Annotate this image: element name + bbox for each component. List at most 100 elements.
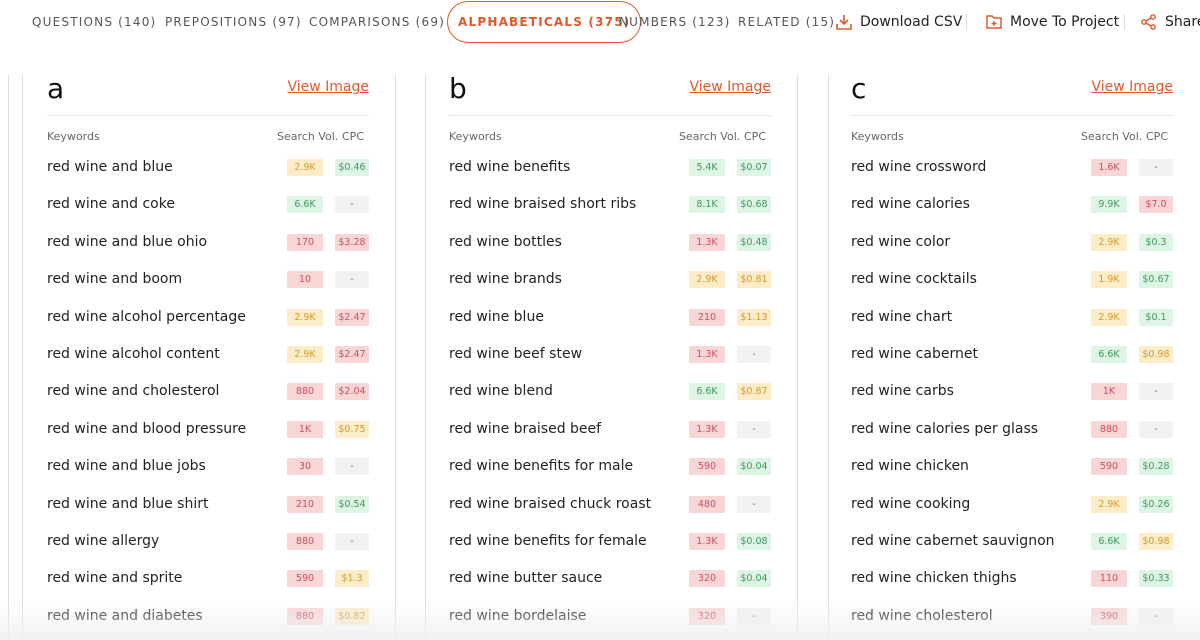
keyword-row: red wine and blue jobs 30- <box>47 455 369 479</box>
keyword[interactable]: red wine and sprite <box>47 570 183 587</box>
view-image-link[interactable]: View Image <box>689 79 771 95</box>
keyword-row: red wine braised short ribs 8.1K $0.68 <box>449 193 771 217</box>
keyword[interactable]: red wine and cholesterol <box>47 383 220 400</box>
keyword[interactable]: red wine chart <box>851 308 953 325</box>
keyword[interactable]: red wine braised short ribs <box>449 196 637 213</box>
keyword[interactable]: red wine carbs <box>851 383 954 400</box>
keyword-row: red wine and blue 2.9K $0.46 <box>47 156 369 180</box>
volume-badge: 880 <box>1091 420 1127 438</box>
share[interactable]: Share <box>1141 0 1200 44</box>
cpc-badge: $0.46 <box>335 159 369 176</box>
keyword[interactable]: red wine and blue <box>47 159 173 175</box>
divider <box>8 75 9 640</box>
keyword[interactable]: red wine benefits for male <box>449 458 634 475</box>
cpc-badge: $0.67 <box>1139 271 1173 289</box>
keyword[interactable]: red wine cabernet <box>851 346 978 362</box>
keyword[interactable]: red wine brands <box>449 271 562 288</box>
cpc-badge: $0.1 <box>1139 308 1173 326</box>
cpc-badge: - <box>1139 420 1173 438</box>
cpc-badge: $0.26 <box>1139 495 1173 513</box>
keyword[interactable]: red wine and blue shirt <box>47 495 209 512</box>
keyword[interactable]: red wine blue <box>449 308 544 325</box>
cpc-badge: - <box>335 271 369 289</box>
keyword[interactable]: red wine chicken thighs <box>851 570 1017 587</box>
tab[interactable]: PREPOSITIONS (97) <box>165 15 302 29</box>
keyword-row: red wine and cholesterol 880 $2.04 <box>47 380 369 404</box>
volume-badge: 210 <box>689 308 725 326</box>
keyword[interactable]: red wine crossword <box>851 159 987 175</box>
keyword[interactable]: red wine and blue ohio <box>47 233 208 250</box>
divider <box>425 75 426 640</box>
tab[interactable]: RELATED (15) <box>738 15 836 29</box>
keyword[interactable]: red wine and coke <box>47 196 175 213</box>
cpc-badge: $7.0 <box>1139 196 1173 214</box>
volume-badge: 110 <box>1091 570 1127 588</box>
tab[interactable]: ALPHABETICALS (375) <box>447 1 642 43</box>
keyword[interactable]: red wine allergy <box>47 533 160 549</box>
keyword[interactable]: red wine butter sauce <box>449 570 603 587</box>
volume-badge: 2.9K <box>1091 233 1127 251</box>
keyword-row: red wine calories 9.9K $7.0 <box>851 193 1173 217</box>
volume-badge: 6.6K <box>689 383 725 401</box>
keyword-row: red wine butter sauce 320 $0.04 <box>449 567 771 591</box>
cpc-badge: $0.04 <box>737 570 771 588</box>
keyword[interactable]: red wine and boom <box>47 271 183 288</box>
label: Move To Project <box>1010 14 1120 30</box>
keyword[interactable]: red wine cabernet sauvignon <box>851 533 1055 549</box>
keyword[interactable]: red wine braised beef <box>449 420 602 437</box>
rule <box>449 115 771 116</box>
keyword[interactable]: red wine beef stew <box>449 346 583 362</box>
volume-badge: 170 <box>287 233 323 251</box>
header-cpc: CPC <box>342 130 364 143</box>
keyword[interactable]: red wine cocktails <box>851 271 977 288</box>
keyword-card: c View Image Keywords Search Vol. CPC red win… <box>851 72 1173 640</box>
header-cpc: CPC <box>1146 130 1168 143</box>
keyword[interactable]: red wine chicken <box>851 458 969 475</box>
view-image-link[interactable]: View Image <box>287 79 369 95</box>
cpc-badge: - <box>335 458 369 476</box>
keyword[interactable]: red wine calories per glass <box>851 420 1039 437</box>
cpc-badge: - <box>737 495 771 513</box>
keyword[interactable]: red wine bottles <box>449 233 562 250</box>
keyword[interactable]: red wine alcohol content <box>47 346 220 362</box>
keyword-row: red wine chicken 590 $0.28 <box>851 455 1173 479</box>
keyword-row: red wine alcohol percentage 2.9K $2.47 <box>47 306 369 330</box>
move-to-project[interactable]: Move To Project <box>986 0 1120 44</box>
keyword-row: red wine and blue ohio 170 $3.28 <box>47 231 369 255</box>
keyword[interactable]: red wine calories <box>851 196 970 213</box>
tab[interactable]: QUESTIONS (140) <box>32 15 157 29</box>
tab[interactable]: NUMBERS (123) <box>619 15 731 29</box>
cpc-badge: - <box>737 420 771 438</box>
cpc-badge: $0.04 <box>737 458 771 476</box>
volume-badge: 1.9K <box>1091 271 1127 289</box>
keyword[interactable]: red wine braised chuck roast <box>449 495 652 512</box>
view-image-link[interactable]: View Image <box>1091 79 1173 95</box>
keyword-row: red wine cocktails 1.9K $0.67 <box>851 268 1173 292</box>
fade <box>0 600 1200 640</box>
cpc-badge: $3.28 <box>335 233 369 251</box>
cpc-badge: - <box>1139 159 1173 176</box>
keyword[interactable]: red wine alcohol percentage <box>47 308 246 325</box>
keyword[interactable]: red wine and blue jobs <box>47 458 206 475</box>
cpc-badge: $0.3 <box>1139 233 1173 251</box>
keyword[interactable]: red wine benefits <box>449 159 571 175</box>
cpc-badge: $0.81 <box>737 271 771 289</box>
keyword-row: red wine braised beef 1.3K - <box>449 418 771 442</box>
tab[interactable]: COMPARISONS (69) <box>309 15 446 29</box>
volume-badge: 2.9K <box>287 308 323 326</box>
keyword[interactable]: red wine benefits for female <box>449 533 647 549</box>
keyword[interactable]: red wine and blood pressure <box>47 420 247 437</box>
keyword-row: red wine chicken thighs 110 $0.33 <box>851 567 1173 591</box>
card-letter: b <box>449 72 467 105</box>
cpc-badge: $0.98 <box>1139 346 1173 363</box>
keyword[interactable]: red wine blend <box>449 383 553 400</box>
keyword-row: red wine carbs 1K - <box>851 380 1173 404</box>
cpc-badge: $2.47 <box>335 308 369 326</box>
keyword[interactable]: red wine cooking <box>851 495 971 512</box>
keyword[interactable]: red wine color <box>851 233 951 250</box>
volume-badge: 2.9K <box>287 159 323 176</box>
download-csv[interactable]: Download CSV <box>836 0 962 44</box>
cpc-badge: $0.07 <box>737 159 771 176</box>
divider <box>22 75 23 640</box>
